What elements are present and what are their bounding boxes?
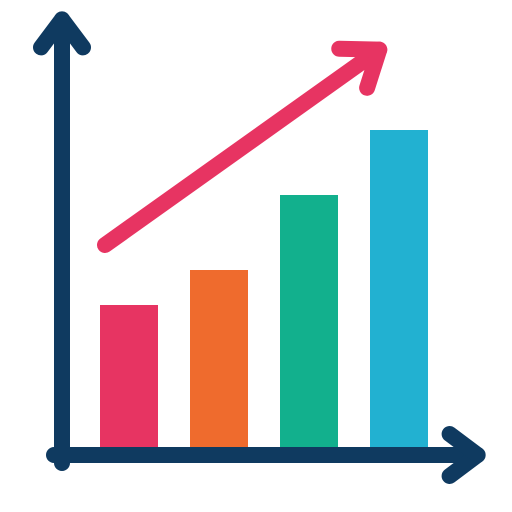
bar-2 [190, 270, 248, 447]
bar-3 [280, 195, 338, 447]
trend-arrow [105, 49, 379, 245]
bar-4 [370, 130, 428, 447]
bar-1 [100, 305, 158, 447]
bars-group [100, 130, 428, 447]
bar-chart-icon [0, 0, 512, 512]
